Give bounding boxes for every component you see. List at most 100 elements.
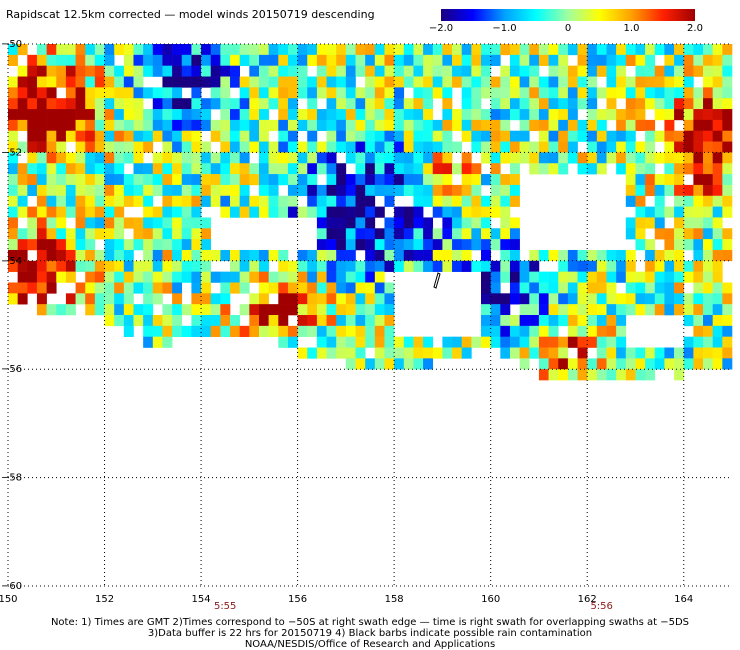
- heatmap-cell: [674, 184, 685, 197]
- heatmap-cell: [529, 44, 540, 56]
- heatmap-cell: [287, 325, 298, 337]
- heatmap-cell: [104, 152, 115, 164]
- heatmap-cell: [481, 65, 491, 77]
- heatmap-cell: [703, 271, 713, 283]
- heatmap-cell: [56, 184, 67, 197]
- heatmap-cell: [703, 315, 713, 327]
- heatmap-cell: [645, 239, 656, 251]
- heatmap-cell: [104, 65, 115, 77]
- heatmap-cell: [645, 119, 656, 132]
- heatmap-cell: [297, 141, 308, 153]
- heatmap-cell: [201, 282, 212, 294]
- heatmap-cell: [423, 54, 434, 66]
- heatmap-cell: [519, 76, 530, 88]
- heatmap-cell: [114, 304, 125, 316]
- heatmap-cell: [596, 152, 607, 164]
- heatmap-cell: [307, 293, 318, 305]
- heatmap-cell: [616, 358, 627, 370]
- heatmap-cell: [693, 249, 704, 262]
- heatmap-cell: [278, 119, 289, 132]
- heatmap-cell: [616, 141, 627, 153]
- heatmap-cell: [114, 152, 125, 164]
- heatmap-cell: [162, 184, 173, 197]
- heatmap-cell: [683, 347, 694, 359]
- heatmap-cell: [674, 282, 685, 294]
- heatmap-cell: [36, 87, 47, 99]
- heatmap-cell: [191, 152, 202, 164]
- heatmap-cell: [509, 76, 520, 88]
- heatmap-cell: [172, 76, 183, 88]
- heatmap-cell: [509, 336, 520, 348]
- heatmap-cell: [114, 130, 125, 142]
- heatmap-cell: [538, 163, 549, 175]
- heatmap-cell: [143, 217, 154, 229]
- heatmap-cell: [423, 347, 434, 359]
- heatmap-cell: [703, 228, 713, 240]
- heatmap-cell: [133, 195, 144, 207]
- heatmap-cell: [722, 87, 733, 99]
- heatmap-cell: [606, 347, 617, 359]
- heatmap-cell: [191, 76, 202, 88]
- heatmap-cell: [94, 87, 105, 99]
- heatmap-cell: [8, 293, 18, 305]
- heatmap-cell: [403, 206, 414, 218]
- heatmap-cell: [529, 260, 540, 272]
- heatmap-cell: [345, 65, 356, 77]
- heatmap-cell: [461, 119, 472, 132]
- heatmap-cell: [394, 239, 405, 251]
- heatmap-cell: [336, 239, 347, 251]
- heatmap-cell: [191, 109, 202, 121]
- heatmap-cell: [220, 119, 231, 132]
- heatmap-cell: [403, 228, 414, 240]
- heatmap-cell: [693, 54, 704, 66]
- heatmap-cell: [509, 65, 520, 77]
- heatmap-cell: [268, 249, 279, 262]
- heatmap-cell: [239, 304, 250, 316]
- heatmap-cell: [442, 206, 453, 218]
- heatmap-cell: [258, 304, 269, 316]
- heatmap-cell: [606, 304, 617, 316]
- heatmap-cell: [577, 347, 588, 359]
- heatmap-cell: [201, 249, 212, 262]
- heatmap-cell: [442, 54, 453, 66]
- heatmap-cell: [481, 130, 491, 142]
- heatmap-cell: [577, 130, 588, 142]
- heatmap-cell: [693, 184, 704, 197]
- heatmap-cell: [374, 206, 385, 218]
- heatmap-cell: [519, 271, 530, 283]
- heatmap-cell: [287, 174, 298, 186]
- heatmap-cell: [27, 184, 38, 197]
- heatmap-cell: [693, 228, 704, 240]
- heatmap-cell: [703, 152, 713, 164]
- heatmap-cell: [365, 282, 376, 294]
- heatmap-cell: [123, 195, 134, 207]
- heatmap-cell: [36, 282, 47, 294]
- heatmap-cell: [220, 315, 231, 327]
- heatmap-cell: [258, 141, 269, 153]
- heatmap-cell: [65, 184, 76, 197]
- heatmap-cell: [413, 54, 424, 66]
- heatmap-cell: [509, 347, 520, 359]
- heatmap-cell: [423, 152, 434, 164]
- heatmap-cell: [123, 109, 134, 121]
- heatmap-cell: [703, 358, 713, 370]
- heatmap-cell: [490, 98, 501, 110]
- heatmap-cell: [258, 271, 269, 283]
- heatmap-cell: [230, 141, 240, 153]
- heatmap-cell: [65, 249, 76, 262]
- heatmap-cell: [181, 163, 192, 175]
- heatmap-cell: [36, 130, 47, 142]
- heatmap-cell: [85, 152, 96, 164]
- heatmap-cell: [461, 98, 472, 110]
- heatmap-cell: [336, 249, 347, 262]
- heatmap-cell: [152, 325, 163, 337]
- heatmap-cell: [423, 65, 434, 77]
- heatmap-cell: [567, 44, 578, 56]
- heatmap-cell: [625, 152, 636, 164]
- heatmap-cell: [201, 119, 212, 132]
- heatmap-cell: [27, 109, 38, 121]
- heatmap-cell: [123, 293, 134, 305]
- heatmap-cell: [336, 304, 347, 316]
- heatmap-cell: [8, 217, 18, 229]
- heatmap-cell: [703, 184, 713, 197]
